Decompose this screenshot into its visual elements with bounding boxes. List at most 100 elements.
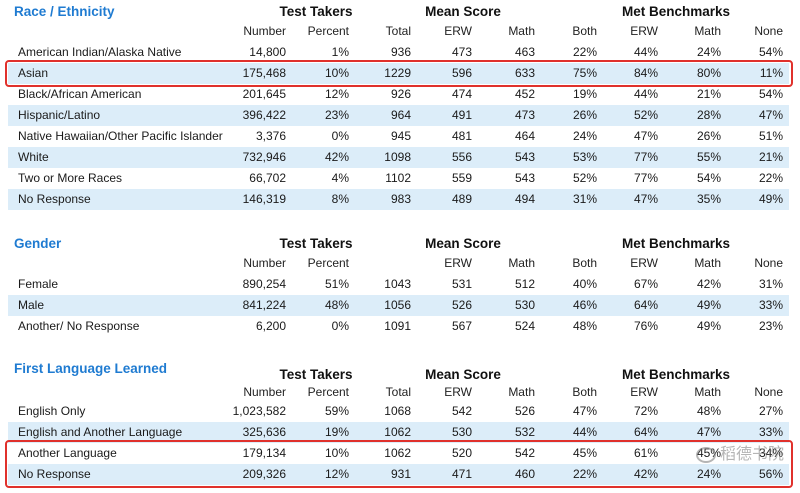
watermark: 稻德书院	[695, 440, 784, 464]
section-title: Race / Ethnicity	[14, 4, 115, 19]
group-header-met-benchmarks: Met Benchmarks	[621, 4, 731, 19]
table-row: English and Another Language 325,636 19% 10…	[8, 422, 789, 443]
cell-none: 11%	[759, 66, 783, 80]
cell-number: 146,319	[242, 192, 286, 206]
table-row: Black/African American 201,645 12% 926 474 45…	[8, 84, 789, 105]
cell-bench-math: 49%	[696, 298, 721, 312]
table-row: Another Language 179,134 10% 1062 520 542 45% 6…	[8, 443, 789, 464]
cell-erw: 489	[451, 192, 472, 206]
cell-percent: 42%	[324, 150, 349, 164]
cell-erw: 481	[451, 129, 472, 143]
column-header-erw: ERW	[444, 24, 472, 38]
cell-bench-math: 42%	[696, 277, 721, 291]
section-title: First Language Learned	[14, 361, 168, 376]
cell-both: 48%	[572, 319, 597, 333]
cell-none: 47%	[758, 108, 783, 122]
column-header-bench-math: Math	[694, 385, 721, 399]
cell-bench-erw: 67%	[633, 277, 658, 291]
cell-bench-erw: 72%	[633, 404, 658, 418]
cell-number: 201,645	[242, 87, 286, 101]
cell-number: 396,422	[242, 108, 286, 122]
cell-percent: 10%	[324, 446, 349, 460]
row-label: Male	[18, 298, 45, 312]
wechat-icon	[695, 446, 716, 463]
cell-number: 175,468	[242, 66, 286, 80]
cell-erw: 471	[451, 467, 472, 481]
column-header-none: None	[754, 385, 783, 399]
row-label: Another/ No Response	[18, 319, 140, 333]
column-header-both: Both	[572, 24, 597, 38]
cell-math: 452	[514, 87, 535, 101]
cell-none: 27%	[758, 404, 783, 418]
cell-math: 460	[514, 467, 535, 481]
cell-bench-erw: 44%	[633, 45, 658, 59]
cell-bench-math: 48%	[696, 404, 721, 418]
column-header-total: Total	[385, 24, 411, 38]
column-header-bench-math: Math	[694, 256, 721, 270]
table-row: Asian 175,468 10% 1229 596 633 75% 84% 80% 11%	[8, 63, 789, 84]
cell-bench-math: 26%	[696, 129, 721, 143]
column-header-erw: ERW	[444, 385, 472, 399]
cell-both: 52%	[572, 171, 597, 185]
cell-bench-erw: 44%	[633, 87, 658, 101]
table-row: Male 841,224 48% 1056 526 530 46% 64% 49% 33%	[8, 295, 789, 316]
cell-number: 66,702	[249, 171, 286, 185]
cell-number: 890,254	[242, 277, 286, 291]
cell-bench-erw: 42%	[633, 467, 658, 481]
cell-erw: 531	[451, 277, 472, 291]
cell-total: 1043	[384, 277, 411, 291]
cell-percent: 12%	[324, 87, 349, 101]
cell-bench-erw: 77%	[633, 171, 658, 185]
cell-math: 532	[514, 425, 535, 439]
cell-math: 543	[514, 171, 535, 185]
row-label: Female	[18, 277, 59, 291]
cell-none: 31%	[758, 277, 783, 291]
cell-erw: 559	[451, 171, 472, 185]
cell-bench-erw: 47%	[633, 192, 658, 206]
table-row: Another/ No Response 6,200 0% 1091 567 524 48%…	[8, 316, 789, 337]
cell-bench-math: 47%	[696, 425, 721, 439]
column-header-math: Math	[508, 385, 535, 399]
cell-none: 23%	[758, 319, 783, 333]
cell-bench-math: 21%	[696, 87, 721, 101]
cell-bench-math: 49%	[696, 319, 721, 333]
cell-none: 22%	[758, 171, 783, 185]
table-row: Native Hawaiian/Other Pacific Islander 3,…	[8, 126, 789, 147]
cell-total: 945	[390, 129, 411, 143]
cell-number: 179,134	[242, 446, 286, 460]
cell-both: 26%	[572, 108, 597, 122]
cell-both: 75%	[572, 66, 597, 80]
cell-total: 1062	[384, 425, 411, 439]
cell-erw: 520	[451, 446, 472, 460]
cell-number: 6,200	[255, 319, 286, 333]
cell-bench-erw: 52%	[633, 108, 658, 122]
row-label: Two or More Races	[18, 171, 123, 185]
cell-none: 33%	[758, 298, 783, 312]
cell-percent: 12%	[324, 467, 349, 481]
cell-both: 53%	[572, 150, 597, 164]
cell-total: 1229	[384, 66, 411, 80]
cell-bench-math: 55%	[696, 150, 721, 164]
column-header-percent: Percent	[307, 385, 349, 399]
cell-percent: 4%	[331, 171, 349, 185]
table-row: Two or More Races 66,702 4% 1102 559 543 52% 77…	[8, 168, 789, 189]
column-header-number: Number	[243, 24, 286, 38]
watermark-text: 稻德书院	[719, 444, 784, 463]
cell-bench-math: 24%	[696, 45, 721, 59]
column-header-both: Both	[572, 256, 597, 270]
cell-erw: 530	[451, 425, 472, 439]
cell-percent: 0%	[331, 129, 349, 143]
cell-bench-erw: 77%	[633, 150, 658, 164]
column-header-none: None	[754, 24, 783, 38]
cell-math: 464	[514, 129, 535, 143]
group-header-mean-score: Mean Score	[425, 236, 501, 251]
column-header-bench-erw: ERW	[630, 24, 658, 38]
column-header-percent: Percent	[307, 24, 349, 38]
cell-bench-erw: 64%	[633, 425, 658, 439]
column-header-bench-erw: ERW	[630, 385, 658, 399]
column-header-total: Total	[385, 385, 411, 399]
cell-math: 526	[514, 404, 535, 418]
cell-number: 732,946	[242, 150, 286, 164]
column-header-bench-erw: ERW	[630, 256, 658, 270]
cell-number: 14,800	[249, 45, 286, 59]
